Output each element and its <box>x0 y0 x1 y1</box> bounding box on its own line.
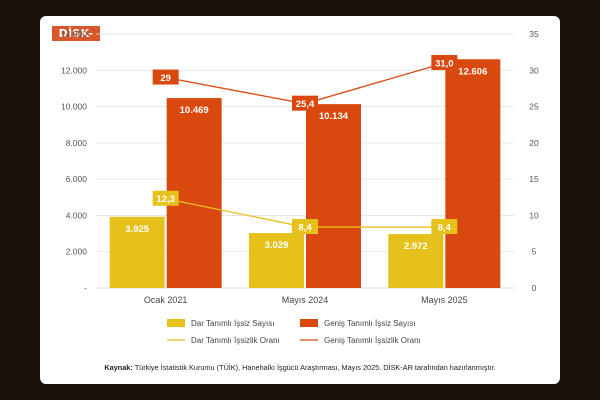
caption-label: Kaynak: <box>104 363 133 372</box>
y-left-tick-label: 10.000 <box>61 102 87 112</box>
line-label-box <box>292 95 318 111</box>
line-value-label: 25,4 <box>296 99 315 110</box>
bar <box>445 59 501 289</box>
line-label-box <box>431 219 458 235</box>
legend-label: Dar Tanımlı İşsizlik Oranı <box>191 336 280 345</box>
y-right-tick-label: 20 <box>529 138 539 148</box>
bar-value-label: 12.606 <box>458 66 487 77</box>
bar-value-label: 10.469 <box>180 105 209 116</box>
source-caption: Kaynak: Türkiye İstatistik Kurumu (TÜİK)… <box>40 363 560 372</box>
bar <box>306 104 361 288</box>
bar <box>109 216 165 288</box>
bar-value-label: 3.925 <box>125 224 149 235</box>
legend-label: Geniş Tanımlı İşsiz Sayısı <box>324 319 415 328</box>
line-value-label: 8,4 <box>438 223 452 234</box>
y-right-tick-label: 35 <box>529 29 539 39</box>
x-tick-label: Ocak 2021 <box>144 295 188 305</box>
y-left-tick-label: 14.000 <box>61 29 87 39</box>
bar <box>249 233 304 288</box>
y-right-tick-label: 0 <box>532 283 537 293</box>
line-value-label: 29 <box>160 73 171 84</box>
y-right-tick-label: 5 <box>532 247 537 257</box>
y-right-tick-label: 10 <box>529 210 539 220</box>
y-left-tick-label: 2.000 <box>66 247 88 257</box>
y-left-tick-label: 4.000 <box>66 210 88 220</box>
legend-swatch <box>300 319 318 327</box>
line-label-box <box>152 69 179 85</box>
y-left-tick-label: 6.000 <box>66 174 88 184</box>
y-right-tick-label: 25 <box>529 102 539 112</box>
x-tick-label: Mayıs 2025 <box>421 295 468 305</box>
y-right-tick-label: 15 <box>529 174 539 184</box>
legend-label: Dar Tanımlı İşsiz Sayısı <box>191 319 274 328</box>
line-value-label: 12,3 <box>156 194 175 205</box>
bar-value-label: 3.029 <box>265 240 289 251</box>
legend-swatch <box>167 319 185 327</box>
y-left-tick-label: 8.000 <box>66 138 88 148</box>
x-tick-label: Mayıs 2024 <box>282 295 329 305</box>
disk-ar-logo: DİSK-AR <box>52 26 100 55</box>
line-value-label: 31,0 <box>435 59 454 70</box>
caption-text: Türkiye İstatistik Kurumu (TÜİK), Haneha… <box>134 363 496 372</box>
line-label-box <box>292 219 318 235</box>
y-left-tick-label: 12.000 <box>61 65 87 75</box>
y-left-tick-label: - <box>84 283 87 293</box>
bar-value-label: 10.134 <box>319 111 349 122</box>
line-label-box <box>152 190 179 206</box>
line-label-box <box>431 55 458 71</box>
y-right-tick-label: 30 <box>529 65 539 75</box>
line-value-label: 8,4 <box>298 223 312 234</box>
legend-label: Geniş Tanımlı İşsizlik Oranı <box>324 336 421 345</box>
bar-value-label: 2.972 <box>404 241 428 252</box>
bar <box>388 234 444 288</box>
